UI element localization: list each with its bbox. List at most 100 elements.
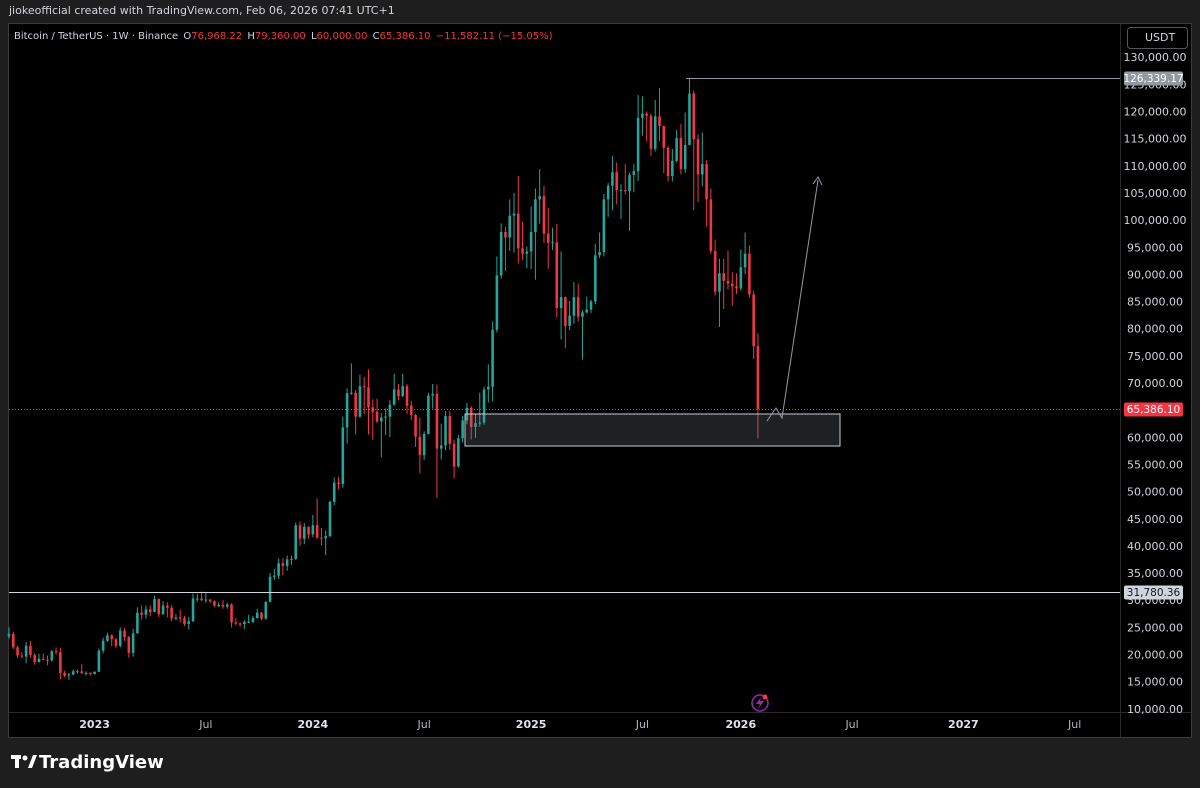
candle-body bbox=[350, 392, 353, 394]
y-tick-label: 110,000.00 bbox=[1124, 160, 1187, 173]
candle-body bbox=[298, 525, 302, 539]
price-label: 65,386.10 bbox=[1127, 404, 1180, 416]
y-tick-label: 115,000.00 bbox=[1124, 133, 1187, 146]
candle-body bbox=[328, 501, 332, 537]
candle-body bbox=[170, 607, 173, 619]
candle-body bbox=[37, 658, 41, 663]
candle-body bbox=[367, 387, 370, 408]
candle-body bbox=[247, 621, 250, 623]
candle-body bbox=[469, 407, 473, 427]
candle-body bbox=[97, 650, 101, 672]
candle-body bbox=[705, 164, 708, 200]
candle-body bbox=[337, 482, 340, 484]
candle-body bbox=[384, 416, 387, 418]
candle-body bbox=[525, 251, 529, 254]
candle-body bbox=[375, 411, 379, 422]
candle-body bbox=[118, 630, 122, 646]
candle-body bbox=[405, 386, 409, 406]
x-tick-label: 2023 bbox=[79, 718, 110, 731]
candle-body bbox=[653, 116, 657, 149]
candle-body bbox=[127, 637, 131, 653]
candle-body bbox=[645, 113, 648, 116]
candle-body bbox=[7, 633, 11, 637]
y-tick-label: 60,000.00 bbox=[1127, 431, 1183, 444]
legend: Bitcoin / TetherUS · 1W · Binance O76,96… bbox=[14, 31, 553, 42]
close: 65,386.10 bbox=[380, 31, 431, 42]
candle-body bbox=[178, 617, 182, 619]
candle-body bbox=[67, 674, 71, 676]
candle-body bbox=[688, 93, 691, 146]
candle-body bbox=[268, 576, 272, 602]
candle-body bbox=[730, 283, 734, 287]
x-tick-label: 2025 bbox=[516, 718, 547, 731]
candle-body bbox=[611, 172, 614, 186]
candle-body bbox=[649, 115, 653, 149]
currency-button[interactable] bbox=[1127, 27, 1188, 49]
candle-body bbox=[183, 618, 186, 625]
y-tick-label: 80,000.00 bbox=[1127, 323, 1183, 336]
candle-body bbox=[487, 386, 490, 390]
candle-body bbox=[606, 185, 610, 200]
candle-body bbox=[89, 672, 92, 674]
x-tick-label: Jul bbox=[844, 718, 858, 731]
candle-body bbox=[418, 436, 422, 456]
price-label: 126,339.17 bbox=[1123, 73, 1183, 85]
candle-body bbox=[243, 621, 246, 625]
candle-body bbox=[148, 609, 152, 613]
candle-body bbox=[726, 280, 730, 284]
candle-body bbox=[538, 196, 541, 200]
candle-body bbox=[568, 315, 571, 326]
candle-body bbox=[499, 231, 503, 276]
candle-body bbox=[743, 253, 747, 268]
candle-body bbox=[76, 671, 79, 673]
logo-dot bbox=[22, 755, 28, 761]
candle-body bbox=[277, 563, 280, 576]
candle-body bbox=[641, 113, 644, 118]
event-icon[interactable] bbox=[751, 694, 769, 712]
candle-body bbox=[33, 654, 36, 663]
candle-body bbox=[452, 443, 456, 467]
candle-body bbox=[281, 563, 285, 566]
x-tick-label: 2027 bbox=[948, 718, 979, 731]
candle-body bbox=[41, 658, 45, 660]
demand-zone bbox=[464, 413, 841, 447]
candle-body bbox=[718, 273, 721, 292]
candle-body bbox=[234, 622, 238, 624]
candle-body bbox=[457, 438, 460, 467]
y-tick-label: 10,000.00 bbox=[1127, 703, 1183, 716]
x-tick-label: 2024 bbox=[298, 718, 329, 731]
candle-body bbox=[435, 393, 439, 449]
candle-body bbox=[564, 297, 567, 326]
y-tick-label: 95,000.00 bbox=[1127, 241, 1183, 254]
y-tick-label: 105,000.00 bbox=[1124, 187, 1187, 200]
candle-body bbox=[63, 672, 66, 676]
candle-body bbox=[628, 174, 631, 192]
candle-body bbox=[131, 633, 135, 653]
candle-body bbox=[636, 117, 640, 172]
y-tick-label: 50,000.00 bbox=[1127, 486, 1183, 499]
candle-body bbox=[46, 659, 49, 661]
candle-body bbox=[260, 612, 263, 619]
candle-body bbox=[444, 416, 447, 446]
y-tick-label: 15,000.00 bbox=[1127, 676, 1183, 689]
candle-body bbox=[217, 605, 220, 607]
candle-body bbox=[123, 630, 126, 638]
candle-body bbox=[598, 252, 601, 256]
c-label: C bbox=[373, 31, 380, 42]
event-bolt bbox=[756, 697, 764, 709]
y-tick-label: 45,000.00 bbox=[1127, 513, 1183, 526]
candle-body bbox=[204, 599, 208, 601]
candle-body bbox=[251, 618, 255, 622]
candle-body bbox=[332, 482, 336, 502]
y-tick-label: 90,000.00 bbox=[1127, 268, 1183, 281]
candle-body bbox=[546, 233, 550, 243]
y-tick-label: 40,000.00 bbox=[1127, 540, 1183, 553]
candle-body bbox=[692, 93, 696, 140]
candle-body bbox=[666, 147, 670, 177]
candle-body bbox=[307, 526, 310, 535]
candle-body bbox=[508, 215, 512, 238]
candle-body bbox=[448, 416, 452, 444]
candle-body bbox=[491, 329, 494, 387]
o-label: O bbox=[183, 31, 191, 42]
